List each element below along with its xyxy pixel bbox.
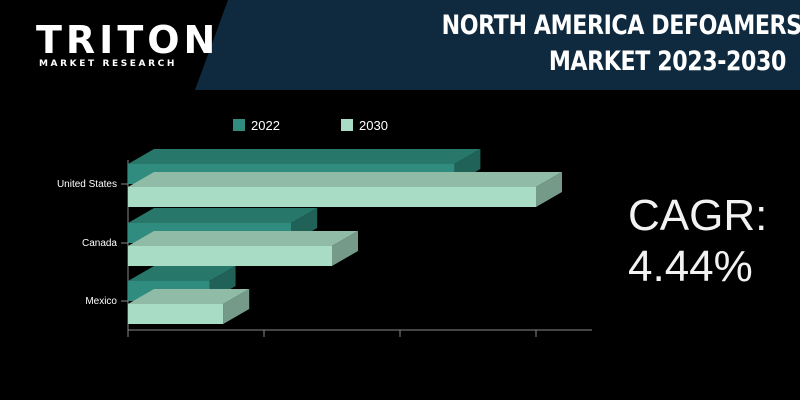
title-line-1: NORTH AMERICA DEFOAMERS (441, 10, 800, 41)
legend-swatch-2030 (341, 119, 353, 131)
brand-logo: TRITON MARKET RESEARCH (36, 18, 215, 78)
bar-top-2022-1 (128, 208, 318, 223)
cagr-label: CAGR: (628, 191, 768, 240)
legend-swatch-2022 (233, 119, 245, 131)
category-label: Mexico (85, 296, 117, 307)
cagr-value: 4.44% (628, 242, 753, 291)
bar-side-2030-2 (223, 289, 250, 324)
bar-side-2030-0 (536, 172, 562, 207)
bar-top-2022-2 (128, 266, 236, 281)
bar-2030-2 (128, 304, 224, 324)
legend-label-2022: 2022 (251, 118, 280, 133)
bar-2030-0 (128, 187, 536, 207)
bar-top-2030-1 (128, 231, 358, 246)
bar-top-2030-0 (128, 172, 562, 187)
title-line-2: MARKET 2023-2030 (548, 46, 787, 77)
category-label: United States (57, 179, 117, 190)
page-title: NORTH AMERICA DEFOAMERS MARKET 2023-2030 (441, 8, 800, 80)
category-label: Canada (82, 238, 117, 249)
cagr-callout: CAGR: 4.44% (628, 190, 767, 292)
brand-name: TRITON (36, 18, 220, 62)
bar-top-2030-2 (128, 289, 250, 304)
bar-side-2030-1 (332, 231, 358, 266)
legend-label-2030: 2030 (359, 118, 388, 133)
bar-2030-1 (128, 246, 332, 266)
header-band (195, 0, 800, 90)
brand-tagline: MARKET RESEARCH (39, 59, 177, 69)
bar-top-2022-0 (128, 149, 481, 164)
